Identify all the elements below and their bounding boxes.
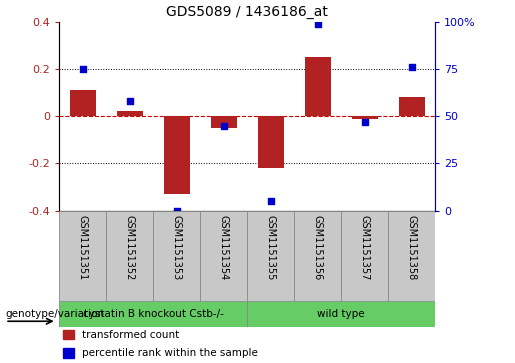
Bar xyxy=(63,330,74,339)
Text: GSM1151352: GSM1151352 xyxy=(125,215,135,281)
Text: GSM1151354: GSM1151354 xyxy=(219,215,229,280)
Text: GSM1151358: GSM1151358 xyxy=(407,215,417,280)
Point xyxy=(360,119,369,125)
Text: GSM1151355: GSM1151355 xyxy=(266,215,276,281)
Bar xyxy=(258,116,284,168)
Text: wild type: wild type xyxy=(317,309,365,319)
Bar xyxy=(305,57,331,116)
Bar xyxy=(106,211,153,301)
Point xyxy=(267,198,275,204)
Bar xyxy=(352,116,377,118)
Text: GSM1151351: GSM1151351 xyxy=(78,215,88,280)
Bar xyxy=(247,211,294,301)
Text: GSM1151357: GSM1151357 xyxy=(359,215,370,281)
Point xyxy=(126,98,134,104)
Bar xyxy=(59,301,247,327)
Bar xyxy=(399,97,424,116)
Bar xyxy=(59,211,106,301)
Text: percentile rank within the sample: percentile rank within the sample xyxy=(82,348,258,358)
Bar xyxy=(211,116,236,128)
Bar xyxy=(70,90,96,116)
Point xyxy=(173,208,181,213)
Point xyxy=(407,64,416,70)
Bar xyxy=(63,348,74,358)
Bar xyxy=(294,211,341,301)
Bar xyxy=(388,211,435,301)
Text: GSM1151353: GSM1151353 xyxy=(171,215,182,280)
Text: cystatin B knockout Cstb-/-: cystatin B knockout Cstb-/- xyxy=(83,309,224,319)
Bar xyxy=(164,116,190,194)
Point xyxy=(79,66,87,72)
Text: genotype/variation: genotype/variation xyxy=(5,309,104,319)
Bar xyxy=(200,211,247,301)
Bar xyxy=(117,111,143,116)
Point xyxy=(314,21,322,26)
Title: GDS5089 / 1436186_at: GDS5089 / 1436186_at xyxy=(166,5,328,19)
Bar xyxy=(247,301,435,327)
Text: GSM1151356: GSM1151356 xyxy=(313,215,323,280)
Bar xyxy=(341,211,388,301)
Text: transformed count: transformed count xyxy=(82,330,179,340)
Bar xyxy=(153,211,200,301)
Point xyxy=(219,123,228,129)
